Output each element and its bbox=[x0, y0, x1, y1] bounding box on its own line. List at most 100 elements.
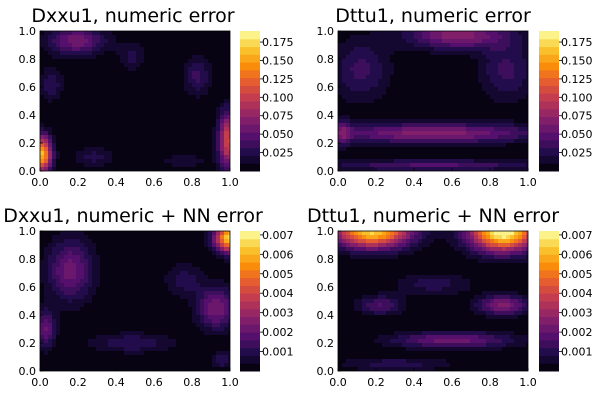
heatmap-cell bbox=[76, 83, 81, 88]
heatmap-cell bbox=[76, 287, 81, 292]
heatmap-cell bbox=[104, 163, 109, 168]
heatmap-cell bbox=[144, 79, 149, 84]
heatmap-cell bbox=[132, 259, 137, 264]
heatmap-cell bbox=[168, 295, 173, 300]
heatmap-cell bbox=[470, 147, 475, 152]
heatmap-cell bbox=[84, 259, 89, 264]
x-tick-label: 0.4 bbox=[405, 176, 423, 189]
heatmap-cell bbox=[196, 83, 201, 88]
heatmap-cell bbox=[112, 243, 117, 248]
heatmap-cell bbox=[426, 147, 431, 152]
heatmap-cell bbox=[374, 31, 379, 36]
heatmap-cell bbox=[44, 87, 49, 92]
heatmap-cell bbox=[108, 135, 113, 140]
heatmap-cell bbox=[80, 231, 85, 236]
heatmap-cell bbox=[44, 159, 49, 164]
heatmap-cell bbox=[144, 339, 149, 344]
heatmap-cell bbox=[346, 59, 351, 64]
heatmap-cell bbox=[208, 59, 213, 64]
heatmap-cell bbox=[104, 259, 109, 264]
heatmap-cell bbox=[200, 299, 205, 304]
heatmap-cell bbox=[346, 87, 351, 92]
heatmap-cell bbox=[358, 155, 363, 160]
heatmap-cell bbox=[200, 267, 205, 272]
heatmap-cell bbox=[220, 31, 225, 36]
heatmap-cell bbox=[104, 351, 109, 356]
heatmap-cell bbox=[502, 147, 507, 152]
heatmap-cell bbox=[148, 251, 153, 256]
heatmap-cell bbox=[80, 159, 85, 164]
heatmap-cell bbox=[120, 139, 125, 144]
heatmap-cell bbox=[88, 315, 93, 320]
heatmap-cell bbox=[68, 231, 73, 236]
heatmap-cell bbox=[108, 99, 113, 104]
heatmap-cell bbox=[100, 159, 105, 164]
heatmap-cell bbox=[208, 275, 213, 280]
heatmap-cell bbox=[208, 71, 213, 76]
heatmap-cell bbox=[144, 159, 149, 164]
heatmap-cell bbox=[224, 155, 229, 160]
heatmap-cell bbox=[450, 83, 455, 88]
heatmap-cell bbox=[466, 51, 471, 56]
heatmap-cell bbox=[470, 139, 475, 144]
heatmap-cell bbox=[450, 99, 455, 104]
heatmap-cell bbox=[156, 167, 161, 172]
heatmap-cell bbox=[44, 239, 49, 244]
heatmap-cell bbox=[112, 239, 117, 244]
heatmap-cell bbox=[144, 43, 149, 48]
heatmap-cell bbox=[88, 291, 93, 296]
heatmap-cell bbox=[140, 255, 145, 260]
heatmap-cell bbox=[144, 239, 149, 244]
heatmap-cell bbox=[148, 151, 153, 156]
heatmap-cell bbox=[418, 167, 423, 172]
heatmap-cell bbox=[370, 159, 375, 164]
heatmap-cell bbox=[180, 123, 185, 128]
heatmap-cell bbox=[462, 71, 467, 76]
heatmap-cell bbox=[76, 135, 81, 140]
heatmap-cell bbox=[196, 143, 201, 148]
heatmap-cell bbox=[354, 147, 359, 152]
heatmap-cell bbox=[350, 99, 355, 104]
heatmap-cell bbox=[414, 31, 419, 36]
heatmap-cell bbox=[128, 95, 133, 100]
heatmap-cell bbox=[346, 39, 351, 44]
heatmap-cell bbox=[132, 315, 137, 320]
heatmap-cell bbox=[60, 123, 65, 128]
heatmap-cell bbox=[136, 323, 141, 328]
heatmap-cell bbox=[378, 99, 383, 104]
heatmap-cell bbox=[220, 79, 225, 84]
heatmap-cell bbox=[434, 163, 439, 168]
heatmap-cell bbox=[514, 55, 519, 60]
heatmap-cell bbox=[406, 103, 411, 108]
heatmap-cell bbox=[96, 83, 101, 88]
heatmap-cell bbox=[168, 287, 173, 292]
heatmap-cell bbox=[422, 151, 427, 156]
heatmap-cell bbox=[176, 91, 181, 96]
heatmap-cell bbox=[462, 103, 467, 108]
heatmap-cell bbox=[132, 307, 137, 312]
heatmap-cell bbox=[434, 47, 439, 52]
heatmap-cell bbox=[172, 255, 177, 260]
heatmap-cell bbox=[184, 75, 189, 80]
heatmap-cell bbox=[156, 103, 161, 108]
heatmap-cell bbox=[60, 307, 65, 312]
heatmap-cell bbox=[414, 83, 419, 88]
heatmap-cell bbox=[398, 51, 403, 56]
heatmap-cell bbox=[44, 275, 49, 280]
heatmap-cell bbox=[506, 143, 511, 148]
heatmap-cell bbox=[40, 31, 45, 36]
heatmap-cell bbox=[406, 43, 411, 48]
heatmap-cell bbox=[152, 283, 157, 288]
heatmap-cell bbox=[176, 263, 181, 268]
heatmap-cell bbox=[486, 99, 491, 104]
heatmap-cell bbox=[108, 115, 113, 120]
heatmap-cell bbox=[406, 71, 411, 76]
heatmap-cell bbox=[104, 267, 109, 272]
heatmap-cell bbox=[172, 87, 177, 92]
heatmap-cell bbox=[96, 159, 101, 164]
heatmap-cell bbox=[358, 151, 363, 156]
heatmap-cell bbox=[76, 99, 81, 104]
heatmap-cell bbox=[188, 275, 193, 280]
heatmap-cell bbox=[446, 35, 451, 40]
